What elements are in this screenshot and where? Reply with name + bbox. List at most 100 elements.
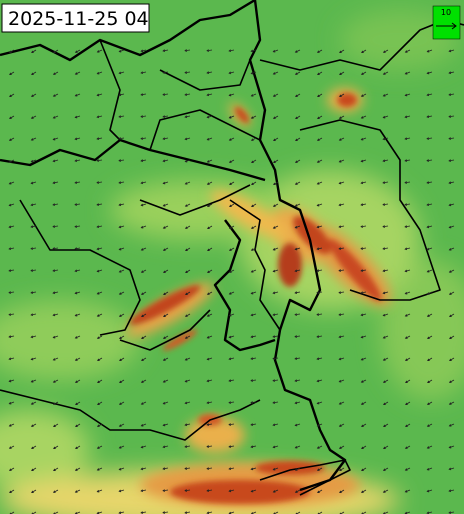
wind-arrow: [140, 93, 147, 96]
wind-arrow: [294, 247, 301, 251]
wind-arrow: [74, 181, 81, 184]
wind-arrow: [404, 159, 411, 162]
wind-arrow: [207, 269, 213, 273]
wind-arrow: [96, 137, 103, 140]
wind-arrow: [426, 115, 433, 118]
wind-arrow: [294, 269, 301, 273]
wind-arrow: [382, 181, 389, 184]
wind-arrow: [250, 357, 257, 360]
wind-arrow: [339, 93, 345, 97]
wind-arrow: [228, 269, 235, 273]
wind-arrow: [426, 401, 433, 405]
wind-arrow: [448, 203, 455, 207]
wind-arrow: [338, 247, 345, 250]
wind-arrow: [339, 49, 345, 53]
wind-arrow: [448, 181, 455, 185]
wind-arrow: [360, 137, 367, 141]
wind-arrow: [74, 313, 81, 317]
wind-arrow: [339, 467, 345, 471]
wind-arrow: [96, 71, 103, 75]
wind-arrow: [31, 489, 37, 493]
wind-arrow: [250, 71, 257, 75]
wind-arrow: [360, 313, 367, 317]
wind-arrow: [426, 71, 433, 75]
wind-arrow: [272, 93, 279, 97]
wind-arrow: [30, 291, 37, 294]
wind-arrow: [75, 423, 81, 428]
wind-arrow: [294, 423, 301, 427]
wind-arrow: [250, 379, 257, 382]
wind-arrow: [382, 269, 389, 273]
wind-arrow: [294, 357, 301, 360]
wind-arrow: [316, 137, 323, 141]
wind-arrow: [184, 203, 191, 207]
wind-arrow: [140, 49, 147, 53]
wind-arrow: [338, 423, 345, 427]
wind-arrow: [405, 423, 411, 427]
wind-arrow: [9, 93, 15, 98]
wind-arrow: [250, 115, 257, 119]
wind-arrow: [361, 467, 367, 471]
wind-arrow: [360, 93, 367, 97]
wind-arrow: [52, 93, 59, 97]
wind-arrow: [294, 181, 301, 185]
wind-arrow: [207, 247, 213, 252]
wind-arrow: [162, 93, 169, 96]
wind-arrow: [74, 225, 81, 228]
wind-arrow: [404, 49, 411, 53]
legend-label: 10: [441, 8, 451, 17]
wind-arrow: [8, 225, 15, 229]
wind-arrow: [52, 247, 59, 250]
wind-arrow: [162, 49, 169, 52]
wind-arrow: [250, 335, 257, 339]
wind-arrow: [96, 269, 103, 273]
wind-arrow: [272, 269, 279, 273]
wind-arrow: [96, 181, 103, 184]
wind-arrow: [360, 291, 367, 295]
wind-arrow: [316, 357, 323, 361]
wind-arrow: [8, 467, 15, 471]
wind-arrow: [74, 115, 81, 119]
wind-arrow: [206, 467, 213, 470]
wind-arrow: [360, 225, 367, 228]
wind-arrow: [229, 203, 235, 208]
wind-arrow: [96, 313, 103, 317]
wind-arrow: [382, 159, 389, 163]
wind-arrow: [294, 71, 301, 75]
wind-arrow: [404, 489, 411, 493]
wind-arrow: [250, 269, 257, 273]
wind-arrow: [163, 291, 169, 296]
wind-arrow: [338, 335, 345, 339]
wind-arrow: [52, 71, 59, 75]
wind-arrow: [185, 247, 191, 251]
wind-arrow: [426, 181, 433, 184]
wind-arrow: [118, 313, 125, 317]
wind-arrow: [251, 181, 257, 186]
wind-arrow: [317, 511, 323, 514]
wind-arrow: [405, 379, 411, 383]
wind-arrow: [74, 489, 81, 493]
wind-arrow: [272, 247, 279, 251]
wind-arrow: [427, 335, 433, 339]
wind-arrow: [404, 247, 411, 251]
wind-arrow: [8, 203, 15, 207]
wind-arrow: [52, 225, 59, 228]
wind-arrow: [206, 93, 213, 97]
wind-arrow: [30, 335, 37, 339]
wind-arrow: [360, 269, 367, 272]
wind-arrow: [140, 203, 147, 207]
wind-arrow: [162, 335, 169, 339]
wind-arrow: [448, 49, 455, 53]
wind-arrow: [8, 357, 15, 361]
wind-arrow: [206, 159, 213, 163]
wind-arrow: [206, 115, 213, 119]
wind-arrow: [272, 291, 279, 295]
wind-arrow: [140, 423, 147, 427]
wind-arrow: [228, 159, 235, 163]
wind-arrow: [404, 335, 411, 339]
wind-arrow: [294, 401, 301, 405]
wind-arrow: [228, 115, 235, 119]
wind-arrow: [316, 313, 323, 316]
wind-arrow: [74, 357, 81, 361]
wind-arrow: [206, 313, 213, 317]
